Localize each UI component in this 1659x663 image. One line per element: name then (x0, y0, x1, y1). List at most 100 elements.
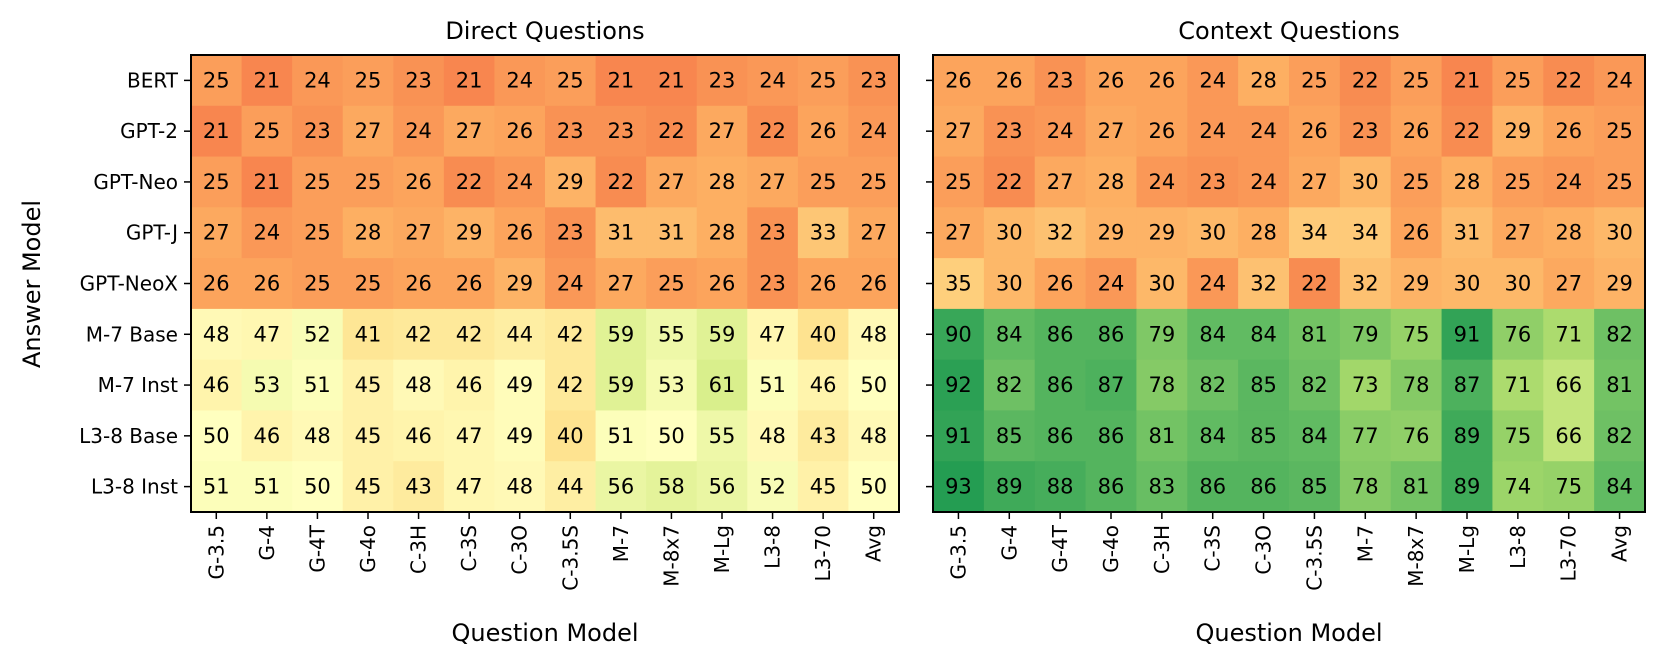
cell-value-label: 35 (945, 272, 972, 296)
heatmap-cell (1441, 359, 1494, 412)
cell-value-label: 27 (1301, 170, 1328, 194)
cell-value-label: 45 (355, 373, 382, 397)
cell-value-label: 25 (810, 68, 837, 92)
cell-value-label: 88 (1047, 475, 1074, 499)
cell-value-label: 46 (203, 373, 230, 397)
cell-value-label: 25 (1504, 170, 1531, 194)
cell-value-label: 75 (1504, 424, 1531, 448)
cell-value-label: 28 (1555, 221, 1582, 245)
cell-value-label: 87 (1098, 373, 1125, 397)
heatmap-cell (1085, 105, 1138, 158)
heatmap-cell (696, 410, 748, 462)
heatmap-cell (646, 55, 698, 107)
heatmap-cell (191, 105, 243, 158)
cell-value-label: 53 (658, 373, 685, 397)
cell-value-label: 46 (456, 373, 483, 397)
cell-value-label: 28 (355, 221, 382, 245)
heatmap-cell (983, 410, 1036, 462)
cell-value-label: 66 (1555, 373, 1582, 397)
cell-value-label: 49 (506, 373, 533, 397)
cell-value-label: 27 (456, 119, 483, 143)
cell-value-label: 58 (658, 475, 685, 499)
cell-value-label: 21 (607, 68, 634, 92)
cell-value-label: 25 (304, 221, 331, 245)
cell-value-label: 81 (1606, 373, 1633, 397)
cell-value-label: 25 (1504, 68, 1531, 92)
x-tick-label: C-3.5S (1302, 525, 1326, 591)
heatmap-cell (443, 359, 496, 412)
heatmap-cell (595, 359, 647, 412)
heatmap-cell (1543, 308, 1595, 361)
cell-value-label: 84 (1606, 475, 1633, 499)
heatmap-cell (1390, 461, 1443, 513)
cell-value-label: 51 (253, 475, 280, 499)
cell-value-label: 29 (1148, 221, 1175, 245)
cell-value-label: 59 (607, 322, 634, 346)
cell-value-label: 31 (658, 221, 685, 245)
cell-value-label: 28 (1098, 170, 1125, 194)
heatmap-cell (342, 461, 394, 513)
heatmap-cell (191, 258, 243, 310)
cell-value-label: 86 (1199, 475, 1226, 499)
direct-questions-xlabel: Question Model (451, 619, 638, 647)
heatmap-cell (1339, 105, 1392, 158)
cell-value-label: 25 (1606, 119, 1633, 143)
heatmap-cell (848, 156, 900, 208)
heatmap-cell (1543, 207, 1595, 259)
cell-value-label: 23 (860, 68, 887, 92)
heatmap-cell (292, 258, 344, 310)
heatmap-cell (393, 55, 445, 107)
heatmap-cell (1136, 105, 1188, 158)
heatmap-cell (933, 258, 985, 310)
cell-value-label: 47 (456, 424, 483, 448)
cell-value-label: 22 (996, 170, 1023, 194)
cell-value-label: 26 (1148, 68, 1175, 92)
cell-value-label: 44 (506, 322, 533, 346)
cell-value-label: 78 (1403, 373, 1430, 397)
cell-value-label: 31 (1454, 221, 1481, 245)
heatmap-cell (1238, 258, 1290, 310)
heatmap-cell (1492, 258, 1544, 310)
heatmap-cell (933, 156, 985, 208)
cell-value-label: 83 (1148, 475, 1175, 499)
heatmap-cell (241, 156, 293, 208)
heatmap-cell (848, 55, 900, 107)
heatmap-cell (1594, 156, 1646, 208)
cell-value-label: 24 (860, 119, 887, 143)
heatmap-cell (1390, 207, 1443, 259)
cell-value-label: 31 (607, 221, 634, 245)
heatmap-cell (1238, 410, 1290, 462)
heatmap-cell (1085, 308, 1138, 361)
cell-value-label: 50 (203, 424, 230, 448)
heatmap-cell (545, 308, 597, 361)
cell-value-label: 47 (456, 475, 483, 499)
x-tick-label: G-4T (305, 524, 329, 572)
x-tick-label: C-3H (407, 525, 431, 574)
cell-value-label: 27 (1555, 272, 1582, 296)
cell-value-label: 25 (355, 272, 382, 296)
heatmap-cell (646, 156, 698, 208)
cell-value-label: 27 (1098, 119, 1125, 143)
cell-value-label: 21 (253, 170, 280, 194)
heatmap-cell (1492, 207, 1544, 259)
heatmap-cell (1594, 359, 1646, 412)
heatmap-cell (797, 207, 850, 259)
heatmap-cell (1034, 207, 1087, 259)
cell-value-label: 40 (810, 322, 837, 346)
heatmap-cell (342, 410, 394, 462)
heatmap-cell (545, 410, 597, 462)
y-tick-label: GPT-2 (120, 119, 178, 143)
cell-value-label: 32 (1352, 272, 1379, 296)
heatmap-cell (933, 207, 985, 259)
direct-questions-panel: Direct Questions 25 21 24 25 23 21 24 25 21 21 23 2… (18, 17, 900, 647)
heatmap-cell (646, 105, 698, 158)
heatmap-cell (545, 461, 597, 513)
context-questions-xlabel: Question Model (1195, 619, 1382, 647)
heatmap-cell (191, 55, 243, 107)
heatmap-cell (646, 461, 698, 513)
cell-value-label: 26 (1403, 221, 1430, 245)
heatmap-cell (747, 461, 799, 513)
direct-questions-title: Direct Questions (445, 17, 644, 45)
cell-value-label: 26 (709, 272, 736, 296)
heatmap-cell (646, 359, 698, 412)
